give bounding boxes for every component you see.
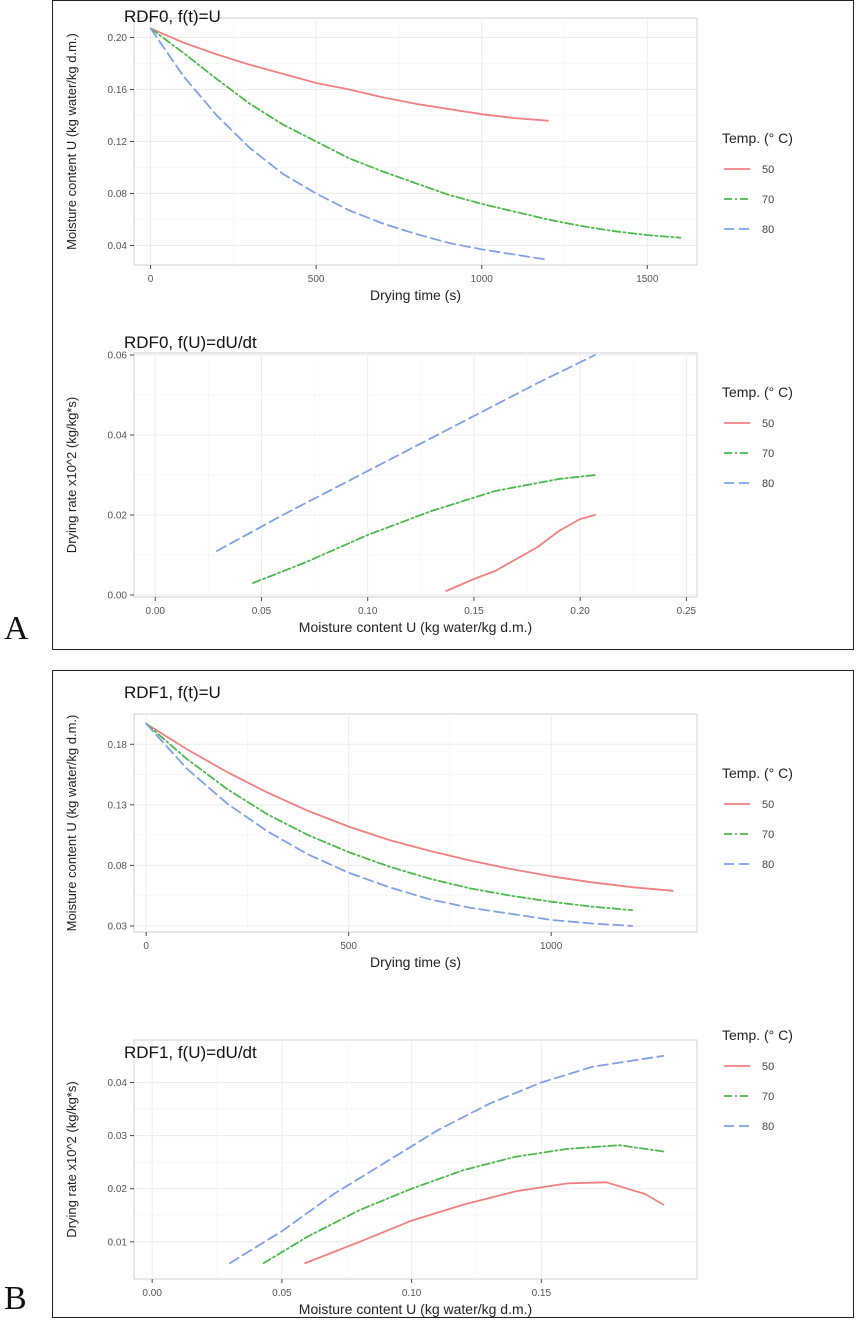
chart-title: RDF1, f(U)=dU/dt xyxy=(124,1043,257,1062)
panel-label-b: B xyxy=(4,1280,27,1317)
series-line-80 xyxy=(149,27,549,261)
plot-area xyxy=(133,713,698,933)
legend-title: Temp. (° C) xyxy=(722,384,793,400)
y-axis-title: Drying rate x10^2 (kg/kg*s) xyxy=(64,1081,79,1237)
chart-title: RDF0, f(U)=dU/dt xyxy=(124,333,257,352)
series-line-80 xyxy=(229,1055,665,1264)
plot-area xyxy=(133,1039,698,1280)
x-tick-label: 0.15 xyxy=(532,1288,552,1299)
y-tick-label: 0.02 xyxy=(108,1184,128,1195)
x-tick-label: 1500 xyxy=(636,274,659,285)
x-tick-label: 0.10 xyxy=(358,606,378,617)
series-line-70 xyxy=(149,27,682,239)
x-tick-label: 0 xyxy=(143,941,149,952)
y-tick-label: 0.20 xyxy=(108,33,128,44)
y-axis-title: Moisture content U (kg water/kg d.m.) xyxy=(64,33,79,250)
x-tick-label: 500 xyxy=(340,941,357,952)
y-tick-label: 0.06 xyxy=(108,351,128,362)
y-tick-label: 0.04 xyxy=(108,241,128,252)
x-axis-title: Drying time (s) xyxy=(370,954,461,970)
x-tick-label: 0.00 xyxy=(142,1288,162,1299)
x-axis-title: Moisture content U (kg water/kg d.m.) xyxy=(299,1301,532,1317)
legend-label-50: 50 xyxy=(762,418,774,430)
legend-label-70: 70 xyxy=(762,448,774,460)
x-tick-label: 0.25 xyxy=(677,606,697,617)
y-tick-label: 0.08 xyxy=(108,861,128,872)
y-tick-label: 0.01 xyxy=(108,1237,128,1248)
x-tick-label: 1000 xyxy=(540,941,563,952)
legend-label-80: 80 xyxy=(762,224,774,236)
series-line-50 xyxy=(149,27,549,122)
series-line-70 xyxy=(145,722,634,912)
y-tick-label: 0.03 xyxy=(108,1131,128,1142)
series-line-50 xyxy=(145,722,674,892)
chart-2: 0 500 1000 0.03 0.08 0.13 0.18 Drying time (s) M… xyxy=(64,683,793,970)
y-tick-label: 0.16 xyxy=(108,85,128,96)
legend-label-50: 50 xyxy=(762,164,774,176)
chart-1: 0.00 0.05 0.10 0.15 0.20 0.25 0.00 0.02 0.04 0.06… xyxy=(64,333,793,635)
y-tick-label: 0.18 xyxy=(108,740,128,751)
y-tick-label: 0.12 xyxy=(108,137,128,148)
y-tick-label: 0.00 xyxy=(108,591,128,602)
y-axis-title: Moisture content U (kg water/kg d.m.) xyxy=(64,715,79,932)
legend-label-50: 50 xyxy=(762,799,774,811)
x-tick-label: 0.15 xyxy=(464,606,484,617)
y-tick-label: 0.02 xyxy=(108,511,128,522)
legend-label-80: 80 xyxy=(762,1121,774,1133)
legend-label-70: 70 xyxy=(762,829,774,841)
y-tick-label: 0.04 xyxy=(108,1078,128,1089)
y-tick-label: 0.13 xyxy=(108,800,128,811)
series-line-70 xyxy=(252,474,596,584)
legend-label-70: 70 xyxy=(762,1091,774,1103)
x-tick-label: 0.05 xyxy=(272,1288,292,1299)
y-tick-label: 0.08 xyxy=(108,189,128,200)
y-tick-label: 0.04 xyxy=(108,431,128,442)
y-axis-title: Drying rate x10^2 (kg/kg*s) xyxy=(64,397,79,553)
chart-title: RDF0, f(t)=U xyxy=(124,7,221,26)
legend-title: Temp. (° C) xyxy=(722,1027,793,1043)
x-tick-label: 0.20 xyxy=(570,606,590,617)
series-line-50 xyxy=(445,514,596,592)
series-line-80 xyxy=(145,722,634,927)
panel-label-a: A xyxy=(4,610,29,647)
series-line-80 xyxy=(216,354,596,552)
series-line-70 xyxy=(262,1144,665,1264)
legend-title: Temp. (° C) xyxy=(722,130,793,146)
x-tick-label: 500 xyxy=(308,274,325,285)
legend-label-80: 80 xyxy=(762,859,774,871)
series-line-50 xyxy=(304,1181,665,1264)
chart-3: 0.00 0.05 0.10 0.15 0.01 0.02 0.03 0.04 Moisture… xyxy=(64,1027,793,1317)
x-tick-label: 1000 xyxy=(471,274,494,285)
chart-0: 0 500 1000 1500 0.04 0.08 0.12 0.16 0.20 Drying t… xyxy=(64,7,793,303)
x-axis-title: Moisture content U (kg water/kg d.m.) xyxy=(299,619,532,635)
legend-label-50: 50 xyxy=(762,1061,774,1073)
x-tick-label: 0.05 xyxy=(252,606,272,617)
x-tick-label: 0.10 xyxy=(402,1288,422,1299)
y-tick-label: 0.03 xyxy=(108,921,128,932)
x-tick-label: 0 xyxy=(148,274,154,285)
chart-title: RDF1, f(t)=U xyxy=(124,683,221,702)
x-tick-label: 0.00 xyxy=(146,606,166,617)
legend-label-70: 70 xyxy=(762,194,774,206)
legend-label-80: 80 xyxy=(762,478,774,490)
legend-title: Temp. (° C) xyxy=(722,765,793,781)
x-axis-title: Drying time (s) xyxy=(370,287,461,303)
